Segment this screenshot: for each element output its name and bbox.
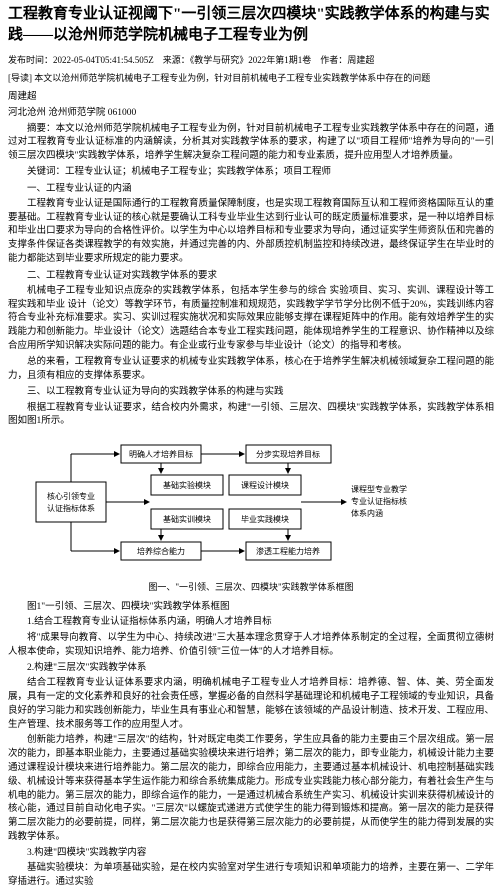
full-abstract: 摘要：本文以沧州师范学院机械电子工程专业为例，针对目前机械电子工程专业实践教学体… — [8, 123, 494, 164]
mod-bl: 基础实训模块 — [163, 514, 211, 524]
lead-abstract: [导读] 本文以沧州师范学院机械电子工程专业为例，针对目前机械电子工程专业实践教… — [8, 72, 494, 86]
article-meta: 发布时间：2022-05-04T05:41:54.505Z 来源：《教学与研究》… — [8, 54, 494, 68]
subsection-3-p1: 基础实验模块：为单项基础实验，是在校内实验室对学生进行专项知识和单项能力的培养，… — [8, 862, 494, 890]
subsection-2-head: 2.构建"三层次"实践教学体系 — [8, 662, 494, 676]
center-l3: 体系内涵 — [351, 508, 383, 518]
section-1-p1: 工程教育专业认证是国际通行的工程教育质量保障制度，也是实现工程教育国际互认和工程… — [8, 198, 494, 267]
author-label: 作者： — [320, 55, 347, 65]
author-value: 周建超 — [347, 55, 374, 65]
small-tr: 分步实现培养目标 — [256, 449, 320, 459]
mod-tr: 课程设计模块 — [241, 480, 289, 490]
section-2-head: 二、工程教育专业认证对实践教学体系的要求 — [8, 269, 494, 283]
article-title: 工程教育专业认证视阈下"一引领三层次四模块"实践教学体系的构建与实践——以沧州师… — [8, 4, 494, 46]
source-label: 来源： — [163, 55, 190, 65]
author-line: 周建超 — [8, 91, 494, 105]
section-3-head: 三、以工程教育专业认证为导向的实践教学体系的构建与实践 — [8, 385, 494, 399]
source-value: 《教学与研究》2022年第1期1卷 — [190, 55, 312, 65]
fig-ref: 图1"一引领、三层次、四模块"实践教学体系框图 — [8, 601, 494, 615]
figure-1-caption: 图一、"一引领、三层次、四模块"实践教学体系框图 — [8, 581, 494, 595]
subsection-3-head: 3.构建"四模块"实践教学内容 — [8, 847, 494, 861]
section-3-p1: 根据工程教育专业认证要求，结合校内外需求，构建"一引领、三层次、四模块"实践教学… — [8, 402, 494, 430]
subsection-2-p2: 创新能力培养，构建"三层次"的结构，针对既定电类工作要务，学生应具备的能力主要由… — [8, 734, 494, 844]
keywords: 关键词：工程专业认证；机械电子工程专业；实践教学体系；项目工程师 — [8, 166, 494, 180]
mod-br: 毕业实践模块 — [241, 514, 289, 524]
subsection-1-head: 1.结合工程教育专业认证指标体系内涵，明确人才培养目标 — [8, 616, 494, 630]
pubdate-label: 发布时间： — [8, 55, 53, 65]
pubdate-value: 2022-05-04T05:41:54.505Z — [53, 55, 154, 65]
subsection-2-p1: 结合工程教育专业认证体系要求内涵，明确机械电子工程专业人才培养目标：培养德、智、… — [8, 677, 494, 732]
section-2-p2: 总的来看，工程教育专业认证要求的机械专业实践教学体系，核心在于培养学生解决机械领… — [8, 356, 494, 384]
center-l2: 专业认证指标核 — [351, 496, 407, 506]
mod-tl: 基础实验模块 — [163, 480, 211, 490]
center-l1: 课程型专业教学 — [351, 484, 407, 494]
small-br: 渗透工程能力培养 — [256, 546, 320, 556]
figure-1-diagram: 核心引领专业 认证指标体系 明确人才培养目标 培养综合能力 基础实验模块 课程设… — [21, 437, 481, 577]
core-box-l2: 认证指标体系 — [47, 503, 95, 513]
core-box-l1: 核心引领专业 — [47, 491, 95, 501]
section-2-p1: 机械电子工程专业知识点庞杂的实践教学体系，包括本学生参与的综合 实验项目、实习、… — [8, 285, 494, 354]
affiliation: 河北沧州 沧州师范学院 061000 — [8, 107, 494, 121]
small-bl: 培养综合能力 — [137, 546, 185, 556]
section-1-head: 一、工程专业认证的内涵 — [8, 182, 494, 196]
small-tl: 明确人才培养目标 — [129, 449, 193, 459]
subsection-1-p1: 将"成果导向教育、以学生为中心、持续改进"三大基本理念贯穿于人才培养体系制定的全… — [8, 632, 494, 660]
